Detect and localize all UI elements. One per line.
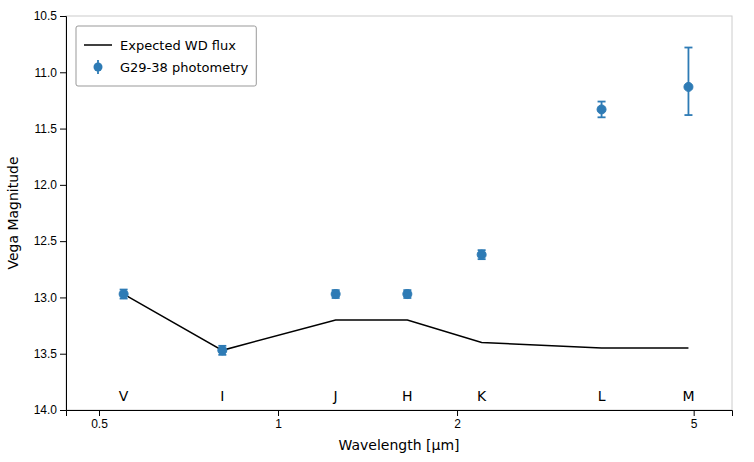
tick-label: 12.5 bbox=[34, 234, 58, 248]
legend-label: Expected WD flux bbox=[120, 38, 236, 53]
legend-entry: Expected WD flux bbox=[84, 38, 236, 53]
point bbox=[119, 290, 128, 299]
tick-mark bbox=[60, 72, 66, 73]
tick-label: 12.0 bbox=[34, 178, 58, 192]
error-bar-cap bbox=[598, 116, 606, 118]
legend-box bbox=[76, 26, 256, 86]
band-label: J bbox=[333, 388, 338, 404]
band-label: K bbox=[477, 388, 487, 404]
tick-mark bbox=[60, 129, 66, 130]
error-bar bbox=[120, 290, 128, 299]
legend-symbol bbox=[94, 63, 103, 72]
tick-mark bbox=[60, 185, 66, 186]
x-axis-title: Wavelength [μm] bbox=[339, 437, 460, 453]
tick-mark bbox=[457, 410, 458, 416]
error-bar bbox=[403, 290, 411, 298]
tick-label: 10.5 bbox=[34, 9, 58, 23]
band-label: H bbox=[402, 388, 413, 404]
legend: Expected WD flux G29-38 photometry bbox=[76, 26, 256, 86]
tick: 11.5 bbox=[35, 122, 66, 136]
tick-label: 5 bbox=[691, 417, 698, 431]
error-bar bbox=[332, 290, 340, 298]
tick: 13.0 bbox=[34, 291, 66, 305]
legend-entry: G29-38 photometry bbox=[94, 60, 249, 75]
legend-symbol bbox=[84, 44, 112, 46]
tick: 12.0 bbox=[34, 178, 66, 192]
tick-label: 1 bbox=[275, 417, 282, 431]
error-bar-stem bbox=[688, 48, 690, 116]
point bbox=[684, 82, 693, 91]
error-bar bbox=[684, 48, 692, 116]
error-bar bbox=[218, 346, 226, 355]
y-axis-title: Vega Magnitude bbox=[5, 156, 21, 269]
tick-label: 13.0 bbox=[34, 291, 58, 305]
point bbox=[477, 250, 486, 259]
error-bar-cap bbox=[598, 101, 606, 103]
y-axis: 10.5 11.0 11.5 12.0 12.5 13.0 13.5 14.0 bbox=[34, 9, 67, 417]
plot: 0.5 1 2 5 10.5 11.0 11.5 12.0 12.5 13.0 13.5 14.0 V I… bbox=[34, 9, 733, 430]
error-bar bbox=[598, 102, 606, 118]
tick-label: 2 bbox=[454, 417, 461, 431]
x-axis: 0.5 1 2 5 bbox=[67, 410, 733, 431]
error-bar-cap bbox=[684, 114, 692, 116]
tick-mark bbox=[60, 297, 66, 298]
tick: 10.5 bbox=[34, 9, 66, 23]
marks bbox=[119, 48, 693, 355]
tick: 2 bbox=[454, 410, 461, 431]
tick-label: 11.5 bbox=[35, 122, 58, 136]
annotations: VIJHKLM bbox=[119, 388, 695, 404]
tick-mark bbox=[99, 410, 100, 416]
tick-label: 0.5 bbox=[91, 417, 108, 431]
point bbox=[218, 346, 227, 355]
tick: 0.5 bbox=[91, 410, 108, 431]
tick-mark bbox=[60, 241, 66, 242]
tick: 13.5 bbox=[34, 347, 66, 361]
tick-mark bbox=[60, 354, 66, 355]
tick-label: 13.5 bbox=[34, 347, 58, 361]
legend-label: G29-38 photometry bbox=[120, 60, 249, 75]
tick-label: 11.0 bbox=[35, 66, 58, 80]
tick: 11.0 bbox=[35, 66, 66, 80]
line bbox=[124, 294, 689, 350]
band-label: L bbox=[598, 388, 606, 404]
tick-mark bbox=[60, 410, 66, 411]
point bbox=[331, 290, 340, 299]
error-bar bbox=[478, 250, 486, 259]
tick: 5 bbox=[691, 410, 698, 431]
band-label: M bbox=[682, 388, 694, 404]
chart: 0.5 1 2 5 10.5 11.0 11.5 12.0 12.5 13.0 13.5 14.0 V I… bbox=[0, 0, 754, 462]
band-label: V bbox=[119, 388, 129, 404]
point bbox=[597, 105, 606, 114]
error-bar-cap bbox=[684, 47, 692, 49]
tick: 14.0 bbox=[34, 403, 66, 417]
plot-frame bbox=[66, 16, 732, 410]
tick-mark bbox=[60, 16, 66, 17]
axis-line bbox=[67, 411, 733, 417]
tick-mark bbox=[278, 410, 279, 416]
series bbox=[119, 48, 693, 355]
point bbox=[403, 290, 412, 299]
tick-mark bbox=[694, 410, 695, 416]
series bbox=[124, 294, 689, 350]
axis-line bbox=[60, 17, 67, 411]
band-label: I bbox=[220, 388, 224, 404]
tick: 12.5 bbox=[34, 234, 66, 248]
tick: 1 bbox=[275, 410, 282, 431]
tick-label: 14.0 bbox=[34, 403, 58, 417]
